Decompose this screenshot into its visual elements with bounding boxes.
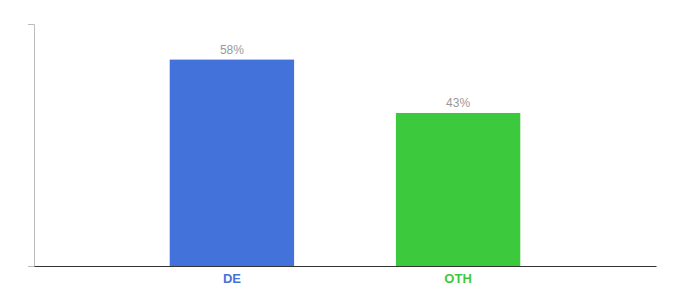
y-axis [28,25,35,267]
data-label: 43% [446,96,470,110]
data-labels: 58% 43% [220,43,471,110]
x-tick-label: DE [223,271,241,286]
y-axis-line [28,25,35,267]
chart: DE OTH 58% 43% [0,0,680,300]
bar [396,113,520,266]
data-label: 58% [220,43,244,57]
x-tick-label: OTH [444,271,471,286]
x-axis: DE OTH [35,266,657,286]
x-axis-line [35,266,657,267]
bars [170,60,521,266]
bar [170,60,294,266]
plot-area: DE OTH 58% 43% [28,25,657,287]
x-tick: DE [223,266,241,286]
x-tick: OTH [444,266,471,286]
